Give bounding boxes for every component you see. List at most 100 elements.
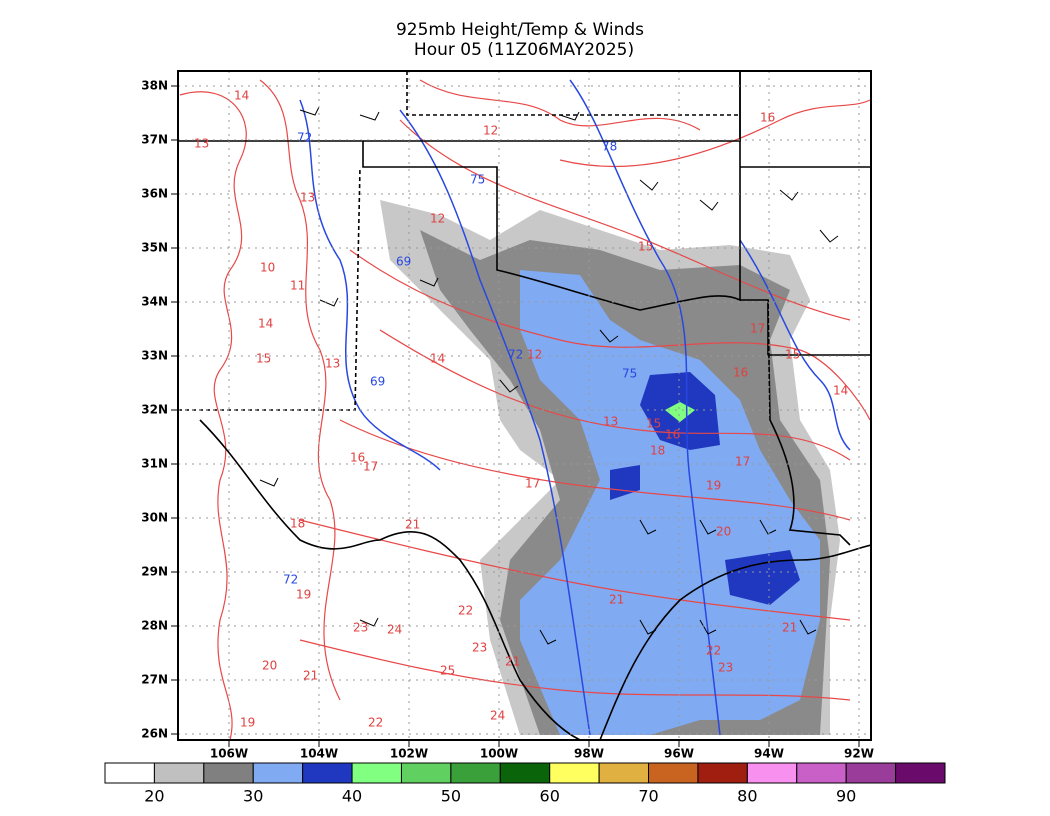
axes: 26N 27N 28N 29N 30N 31N 32N 33N 34N 35N 36N 37N 38N 1… — [141, 79, 874, 761]
contour-label: 24 — [387, 623, 402, 637]
contour-label: 13 — [194, 137, 209, 151]
contour-label: 69 — [370, 375, 385, 389]
contour-label: 14 — [234, 89, 249, 103]
lat-label: 26N — [141, 727, 168, 741]
contour-label: 25 — [440, 664, 455, 678]
colorbar-swatch — [252, 762, 304, 784]
contour-label: 16 — [760, 111, 775, 125]
contour-label: 17 — [525, 477, 540, 491]
contour-label: 19 — [296, 588, 311, 602]
contour-label: 13 — [325, 357, 340, 371]
lat-label: 36N — [141, 187, 168, 201]
lat-label: 31N — [141, 457, 168, 471]
height-contours — [299, 79, 851, 736]
colorbar-swatch — [598, 762, 650, 784]
colorbar-label: 40 — [342, 787, 362, 806]
lon-label: 102W — [390, 747, 428, 761]
contour-label: 22 — [458, 604, 473, 618]
colorbar-label: 70 — [638, 787, 658, 806]
contour-label: 18 — [650, 444, 665, 458]
colorbar-label: 30 — [243, 787, 263, 806]
colorbar-swatch — [153, 762, 205, 784]
contour-label: 17 — [363, 460, 378, 474]
colorbar-swatch — [203, 762, 254, 784]
map-area: 14 12 16 13 72 78 75 13 12 10 11 69 15 1… — [178, 71, 871, 740]
colorbar-label: 20 — [144, 787, 164, 806]
colorbar-swatch — [796, 762, 847, 784]
contour-label: 14 — [430, 352, 445, 366]
contour-label: 16 — [665, 428, 680, 442]
contour-label: 21 — [405, 518, 420, 532]
contour-label: 72 — [508, 348, 523, 362]
lat-label: 32N — [141, 403, 168, 417]
contour-label: 20 — [716, 525, 731, 539]
contour-label: 72 — [283, 573, 298, 587]
contour-label: 15 — [646, 417, 661, 431]
contour-label: 72 — [297, 131, 312, 145]
colorbar-swatch — [549, 762, 600, 784]
lon-label: 94W — [754, 747, 784, 761]
colorbar-swatch — [302, 762, 353, 784]
contour-label: 69 — [396, 255, 411, 269]
lon-label: 100W — [480, 747, 518, 761]
contour-label: 15 — [638, 240, 653, 254]
borders — [178, 71, 871, 740]
colorbar-swatch — [845, 762, 897, 784]
contour-label: 21 — [609, 593, 624, 607]
lon-label: 98W — [574, 747, 604, 761]
contour-label: 15 — [256, 352, 271, 366]
colorbar-swatch — [104, 762, 155, 784]
contour-label: 75 — [470, 173, 485, 187]
lat-label: 29N — [141, 565, 168, 579]
contour-label: 16 — [350, 451, 365, 465]
contour-label: 12 — [430, 212, 445, 226]
colorbar-swatch — [351, 762, 402, 784]
contour-label: 16 — [733, 366, 748, 380]
lat-label: 28N — [141, 619, 168, 633]
contour-label: 11 — [290, 279, 305, 293]
contour-label: 19 — [706, 479, 721, 493]
contour-label: 24 — [490, 709, 505, 723]
contour-label: 22 — [368, 716, 383, 730]
lat-label: 30N — [141, 511, 168, 525]
contour-label: 14 — [833, 384, 848, 398]
contour-label: 75 — [622, 367, 637, 381]
map-frame — [177, 70, 872, 741]
lat-label: 27N — [141, 673, 168, 687]
contour-label: 13 — [300, 191, 315, 205]
colorbar-label: 90 — [836, 787, 856, 806]
lat-label: 33N — [141, 349, 168, 363]
contour-label: 19 — [240, 716, 255, 730]
contour-label: 21 — [505, 655, 520, 669]
contour-labels: 14 12 16 13 72 78 75 13 12 10 11 69 15 1… — [194, 89, 848, 730]
colorbar-swatch — [895, 762, 946, 784]
contour-label: 20 — [262, 659, 277, 673]
colorbar-swatch — [648, 762, 699, 784]
colorbar-swatch — [450, 762, 501, 784]
contour-label: 13 — [603, 415, 618, 429]
lat-label: 34N — [141, 295, 168, 309]
contour-label: 21 — [782, 621, 797, 635]
colorbar: 20 30 40 50 60 70 80 90 — [104, 762, 946, 806]
contour-label: 12 — [483, 124, 498, 138]
colorbar-swatch — [499, 762, 551, 784]
title: 925mb Height/Temp & Winds — [396, 20, 644, 40]
contour-label: 14 — [258, 317, 273, 331]
contour-label: 78 — [602, 140, 617, 154]
lat-label: 38N — [141, 79, 168, 93]
lon-label: 96W — [664, 747, 694, 761]
contour-label: 23 — [353, 621, 368, 635]
colorbar-swatch — [746, 762, 798, 784]
colorbar-label: 60 — [540, 787, 560, 806]
shading — [380, 200, 840, 735]
colorbar-swatch — [697, 762, 748, 784]
contour-label: 23 — [472, 641, 487, 655]
contour-label: 10 — [260, 261, 275, 275]
lat-label: 35N — [141, 241, 168, 255]
contour-label: 17 — [735, 455, 750, 469]
contour-label: 15 — [785, 348, 800, 362]
lat-label: 37N — [141, 133, 168, 147]
lon-label: 92W — [844, 747, 874, 761]
subtitle: Hour 05 (11Z06MAY2025) — [414, 40, 634, 60]
